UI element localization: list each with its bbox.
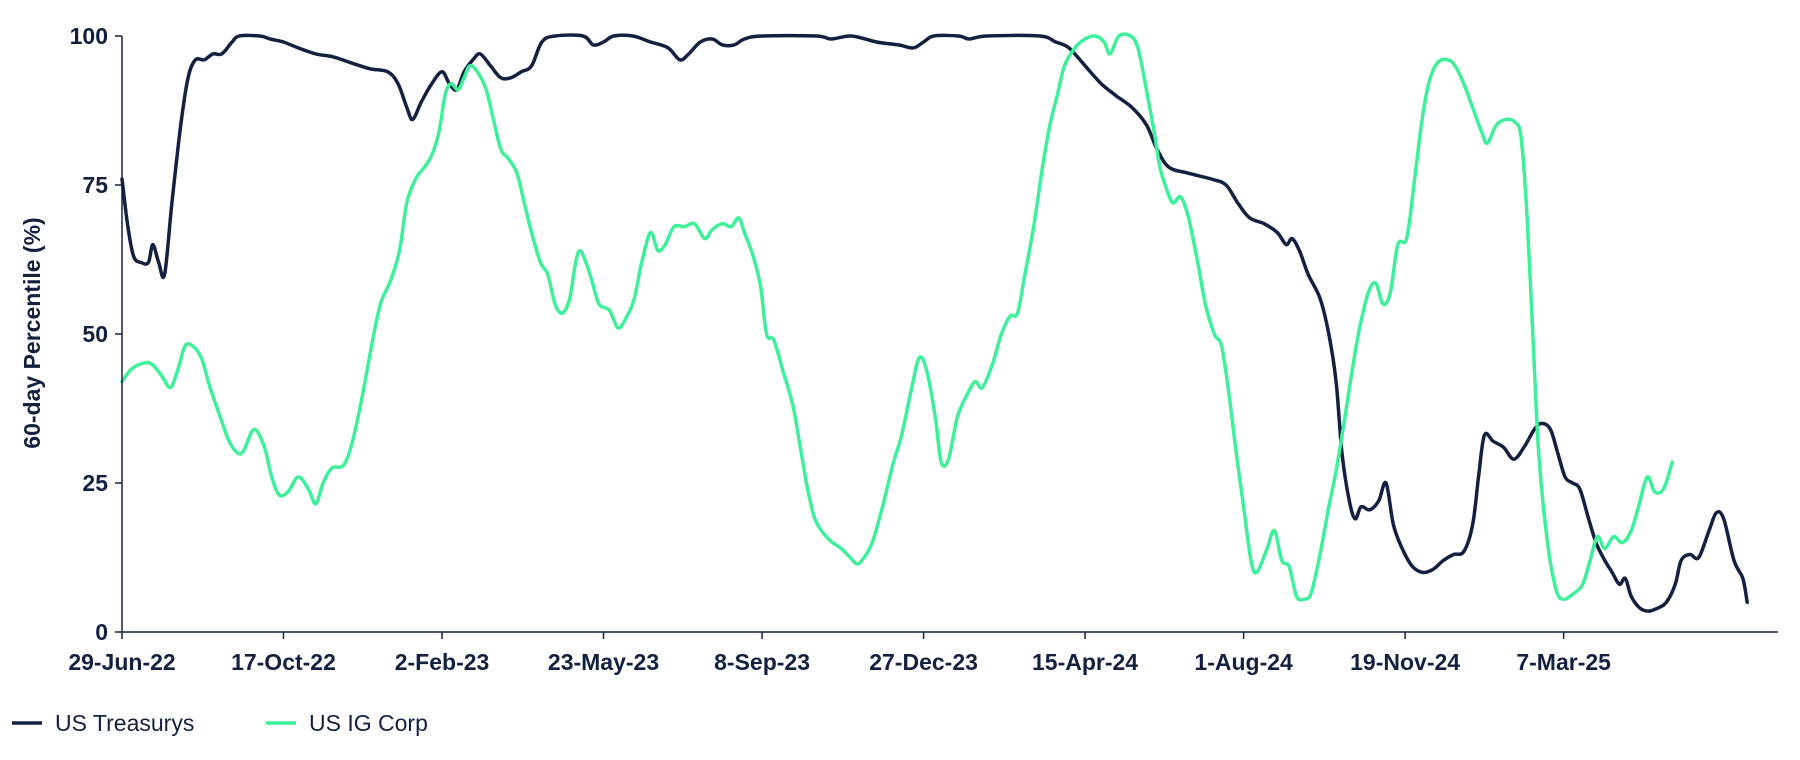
legend: US Treasurys US IG Corp [12, 710, 428, 736]
series-layer [120, 32, 1749, 613]
x-tick-label: 8-Sep-23 [714, 649, 810, 675]
y-tick-label: 50 [82, 321, 108, 347]
legend-label: US IG Corp [309, 710, 428, 736]
x-axis-ticks: 29-Jun-22 17-Oct-22 2-Feb-23 23-May-23 8-Sep… [68, 632, 1611, 675]
series-line-us-ig-corp [120, 32, 1675, 602]
x-tick-label: 1-Aug-24 [1194, 649, 1293, 675]
y-tick-label: 25 [82, 470, 108, 496]
x-tick-label: 7-Mar-25 [1516, 649, 1611, 675]
x-tick-label: 19-Nov-24 [1350, 649, 1460, 675]
y-tick-label: 0 [95, 619, 108, 645]
x-tick-label: 27-Dec-23 [869, 649, 978, 675]
series-line-us-treasurys [120, 33, 1749, 613]
x-tick-label: 23-May-23 [548, 649, 659, 675]
y-axis-ticks: 0 25 50 75 100 [70, 23, 122, 645]
x-tick-label: 29-Jun-22 [68, 649, 175, 675]
x-tick-label: 2-Feb-23 [395, 649, 490, 675]
x-tick-label: 17-Oct-22 [231, 649, 336, 675]
y-tick-label: 75 [82, 172, 108, 198]
x-tick-label: 15-Apr-24 [1032, 649, 1138, 675]
legend-label: US Treasurys [55, 710, 194, 736]
y-tick-label: 100 [70, 23, 108, 49]
y-axis-title: 60-day Percentile (%) [19, 217, 45, 448]
